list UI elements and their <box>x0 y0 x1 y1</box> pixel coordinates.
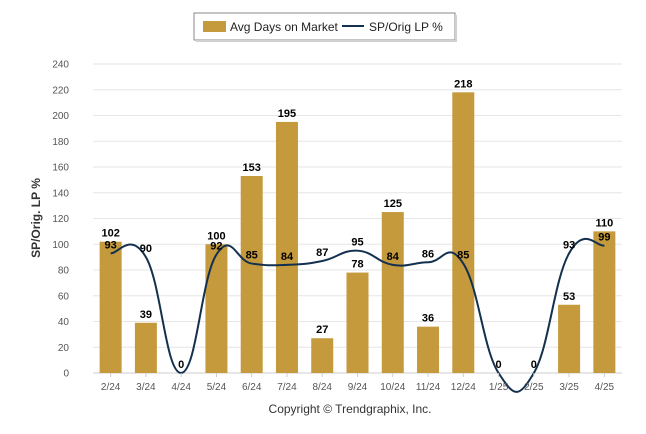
x-tick-label: 3/25 <box>559 382 579 393</box>
y-tick-label: 240 <box>52 60 69 71</box>
x-tick-label: 3/24 <box>136 382 156 393</box>
legend-box <box>193 12 456 41</box>
x-tick-label: 7/24 <box>277 382 297 393</box>
bar-value-label: 27 <box>316 324 328 336</box>
bar <box>275 121 298 373</box>
x-tick-label: 4/24 <box>171 382 191 393</box>
legend-bar-label: Avg Days on Market <box>230 20 338 34</box>
x-tick-label: 10/24 <box>380 382 405 393</box>
bar <box>452 92 475 373</box>
legend-shadow <box>455 15 457 42</box>
bar-value-label: 78 <box>351 259 363 271</box>
bar-value-label: 218 <box>454 78 472 90</box>
y-tick-label: 220 <box>52 85 69 96</box>
line-value-label: 90 <box>140 243 152 255</box>
line-value-label: 92 <box>210 241 222 253</box>
legend-shadow-bottom <box>196 40 457 42</box>
legend-bar-swatch <box>203 21 226 32</box>
x-tick-label: 5/24 <box>207 382 227 393</box>
line-series <box>110 238 605 393</box>
y-tick-label: 100 <box>52 240 69 251</box>
bar <box>417 326 440 373</box>
y-axis-title: SP/Orig. LP % <box>29 178 43 258</box>
line-series-path <box>110 238 605 393</box>
line-value-label: 93 <box>563 239 575 251</box>
bar <box>593 231 616 373</box>
bar-value-label: 36 <box>422 313 434 325</box>
y-tick-label: 40 <box>58 317 70 328</box>
line-value-label: 86 <box>422 248 434 260</box>
bar-value-label: 125 <box>384 198 402 210</box>
x-tick-label: 6/24 <box>242 382 262 393</box>
bar <box>311 338 334 373</box>
y-tick-label: 120 <box>52 214 69 225</box>
bar-value-label: 39 <box>140 309 152 321</box>
bar-value-label: 0 <box>178 359 184 371</box>
legend-line-label: SP/Orig LP % <box>369 20 443 34</box>
line-value-label: 84 <box>281 251 294 263</box>
y-tick-label: 180 <box>52 137 69 148</box>
x-tick-label: 2/24 <box>101 382 121 393</box>
y-tick-label: 160 <box>52 163 69 174</box>
y-tick-label: 60 <box>58 291 70 302</box>
line-value-label: 87 <box>316 247 328 259</box>
copyright-text: Copyright © Trendgraphix, Inc. <box>269 402 432 416</box>
legend: Avg Days on Market SP/Orig LP % <box>193 12 457 42</box>
x-tick-label: 4/25 <box>595 382 615 393</box>
line-value-label: 99 <box>598 232 610 244</box>
bar <box>240 176 263 373</box>
line-value-label: 85 <box>246 250 258 262</box>
bar-series <box>99 92 616 373</box>
bar <box>346 272 369 373</box>
bar-value-label: 100 <box>207 230 225 242</box>
y-tick-label: 20 <box>58 343 70 354</box>
line-value-label: 84 <box>387 251 400 263</box>
x-tick-label: 1/25 <box>489 382 509 393</box>
line-value-label: 95 <box>351 237 363 249</box>
x-tick-label: 11/24 <box>416 382 441 393</box>
bar <box>99 241 122 373</box>
bar-value-label: 195 <box>278 108 296 120</box>
bar-value-label: 53 <box>563 291 575 303</box>
line-value-label: 93 <box>105 239 117 251</box>
bar <box>558 304 581 373</box>
x-axis-ticks: 2/24 3/24 4/24 5/24 6/24 7/24 8/24 9/24 10/24 11/… <box>101 373 615 393</box>
x-tick-label: 8/24 <box>312 382 332 393</box>
x-tick-label: 2/25 <box>524 382 544 393</box>
y-axis-ticks: 0 20 40 60 80 100 120 140 160 180 200 220 240 <box>52 60 69 380</box>
bar-value-label: 0 <box>531 359 537 371</box>
y-tick-label: 80 <box>58 266 70 277</box>
bar-value-label: 110 <box>595 217 613 229</box>
x-tick-label: 12/24 <box>451 382 476 393</box>
y-tick-label: 0 <box>63 369 69 380</box>
bar <box>205 244 228 373</box>
x-tick-label: 9/24 <box>348 382 368 393</box>
data-labels: 102 39 0 100 153 195 27 78 125 36 218 0 0 53 110 93 90 92… <box>101 78 613 371</box>
bar <box>381 212 404 373</box>
y-tick-label: 140 <box>52 188 69 199</box>
bar-value-label: 153 <box>243 162 261 174</box>
y-tick-label: 200 <box>52 111 69 122</box>
bar <box>134 322 157 373</box>
line-value-label: 85 <box>457 250 469 262</box>
bar-value-label: 0 <box>496 359 502 371</box>
bar-value-label: 102 <box>101 228 119 240</box>
